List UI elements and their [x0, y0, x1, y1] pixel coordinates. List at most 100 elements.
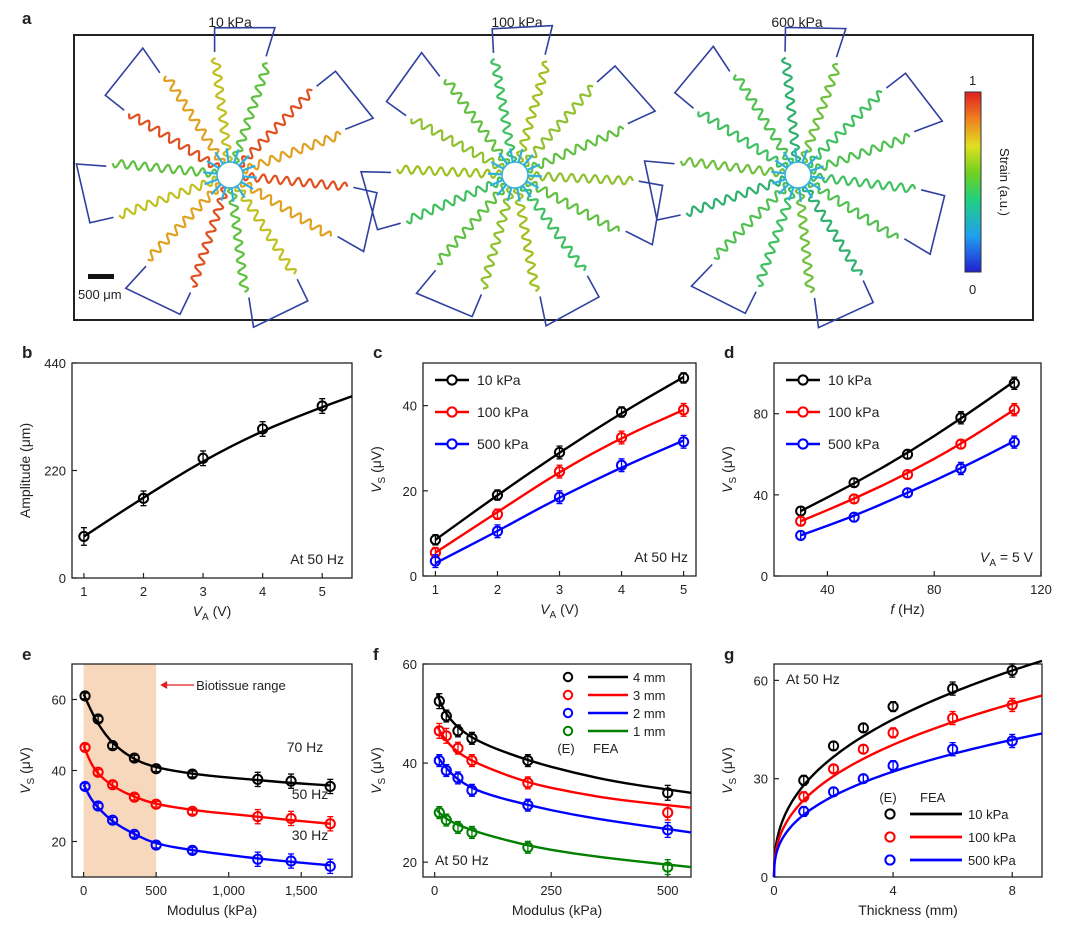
strain-arm-root [496, 184, 508, 196]
strain-flower-maps [75, 24, 946, 329]
data-point [197, 452, 209, 464]
y-tick-label: 40 [403, 399, 417, 414]
data-point [677, 372, 690, 384]
data-point [285, 855, 297, 867]
legend-label: 100 kPa [477, 404, 529, 420]
fit-line-2-mm [436, 754, 692, 834]
annotation: VA = 5 V [980, 549, 1034, 569]
x-tick-label: 3 [199, 584, 206, 599]
data-point [615, 406, 628, 418]
strain-arm-root [233, 149, 240, 164]
strain-arm [519, 185, 587, 272]
data-point [252, 773, 264, 785]
strain-arm-root [777, 183, 790, 195]
series-label: 30 Hz [292, 827, 329, 843]
fit-line-70-Hz [82, 693, 331, 787]
y-axis-label: Amplitude (μm) [17, 423, 33, 518]
scale-bar-label: 500 μm [78, 287, 122, 302]
strain-arm-root [498, 152, 509, 166]
data-point [615, 459, 628, 471]
y-axis-label: VS (μV) [719, 747, 739, 794]
x-tick-label: 500 [145, 883, 167, 898]
data-point [433, 754, 445, 767]
strain-arm-root [240, 180, 254, 191]
strain-map-3 [643, 26, 946, 329]
data-point [285, 812, 297, 825]
annotation: At 50 Hz [634, 549, 688, 565]
data-point [137, 492, 150, 504]
y-axis-label: VS (μV) [719, 446, 739, 493]
legend-label: 2 mm [633, 706, 666, 721]
series-label: 70 Hz [287, 739, 324, 755]
annotation: At 50 Hz [786, 671, 840, 687]
x-axis-label: Modulus (kPa) [512, 902, 602, 918]
data-point [901, 487, 914, 499]
strain-arm-root [241, 164, 256, 172]
strain-arm [163, 75, 226, 165]
y-tick-label: 0 [410, 569, 417, 584]
data-point [1006, 664, 1018, 677]
strain-arm-root [517, 148, 524, 163]
strain-arm [756, 186, 796, 288]
data-point [522, 799, 534, 811]
strain-arm [443, 78, 511, 165]
series-label: 50 Hz [292, 786, 329, 802]
fit-line-50-Hz [82, 745, 331, 825]
data-point [955, 412, 967, 424]
strain-arm [780, 56, 802, 164]
strain-arm-root [242, 175, 257, 179]
fit-line-4-mm [435, 693, 692, 794]
strain-arm [118, 175, 219, 220]
legend-label: 3 mm [633, 688, 666, 703]
panel-letter-e: e [22, 645, 31, 664]
legend-marker [797, 438, 809, 450]
annotation: At 50 Hz [290, 551, 344, 567]
y-tick-label: 0 [761, 569, 768, 584]
legend-label: 1 mm [633, 724, 666, 739]
legend-label: 4 mm [633, 670, 666, 685]
fit-line-500-kPa [772, 732, 1043, 878]
legend-label: 10 kPa [828, 372, 872, 388]
strain-arm [679, 157, 787, 178]
strain-hub [216, 161, 244, 189]
data-point [285, 775, 297, 787]
y-tick-label: 40 [754, 488, 768, 503]
fit-line-10-kPa [434, 376, 685, 541]
legend-marker [446, 438, 458, 450]
strain-arm-root [774, 159, 788, 169]
y-tick-label: 440 [44, 356, 66, 371]
strain-arm [685, 175, 787, 218]
strain-arm-root [525, 180, 540, 189]
legend-marker [884, 854, 896, 866]
x-tick-label: 4 [889, 883, 896, 898]
y-axis-label: VS (μV) [368, 446, 388, 493]
strain-arm [239, 181, 332, 237]
fit-line-500-kPa [434, 439, 685, 565]
plot-frame [773, 663, 1043, 878]
data-point [1008, 436, 1020, 448]
strain-arm [523, 84, 594, 168]
panel-a-title-3: 600 kPa [771, 14, 823, 30]
fit-line-30-Hz [82, 784, 331, 867]
legend-header-experiment: (E) [557, 741, 574, 756]
data-point [827, 763, 840, 775]
strain-arm [234, 185, 297, 275]
strain-arm-root [509, 148, 514, 163]
y-axis-label: VS (μV) [368, 747, 388, 794]
x-tick-label: 1,500 [285, 883, 318, 898]
strain-arm [713, 182, 790, 260]
strain-arm [405, 176, 504, 225]
strain-arm-root [808, 181, 822, 191]
legend-label: 10 kPa [968, 807, 1009, 822]
strain-arm [512, 186, 540, 293]
legend-marker [446, 406, 458, 418]
x-tick-label: 8 [1009, 883, 1016, 898]
y-tick-label: 40 [403, 756, 417, 771]
strain-arm-root [526, 163, 541, 171]
panel-a: 10 kPa 100 kPa 600 kPa 500 μm 1 0 Strain… [73, 14, 1034, 329]
data-point [186, 805, 199, 817]
strain-arm [238, 88, 313, 168]
strain-arm [241, 172, 349, 191]
data-point [440, 764, 452, 777]
